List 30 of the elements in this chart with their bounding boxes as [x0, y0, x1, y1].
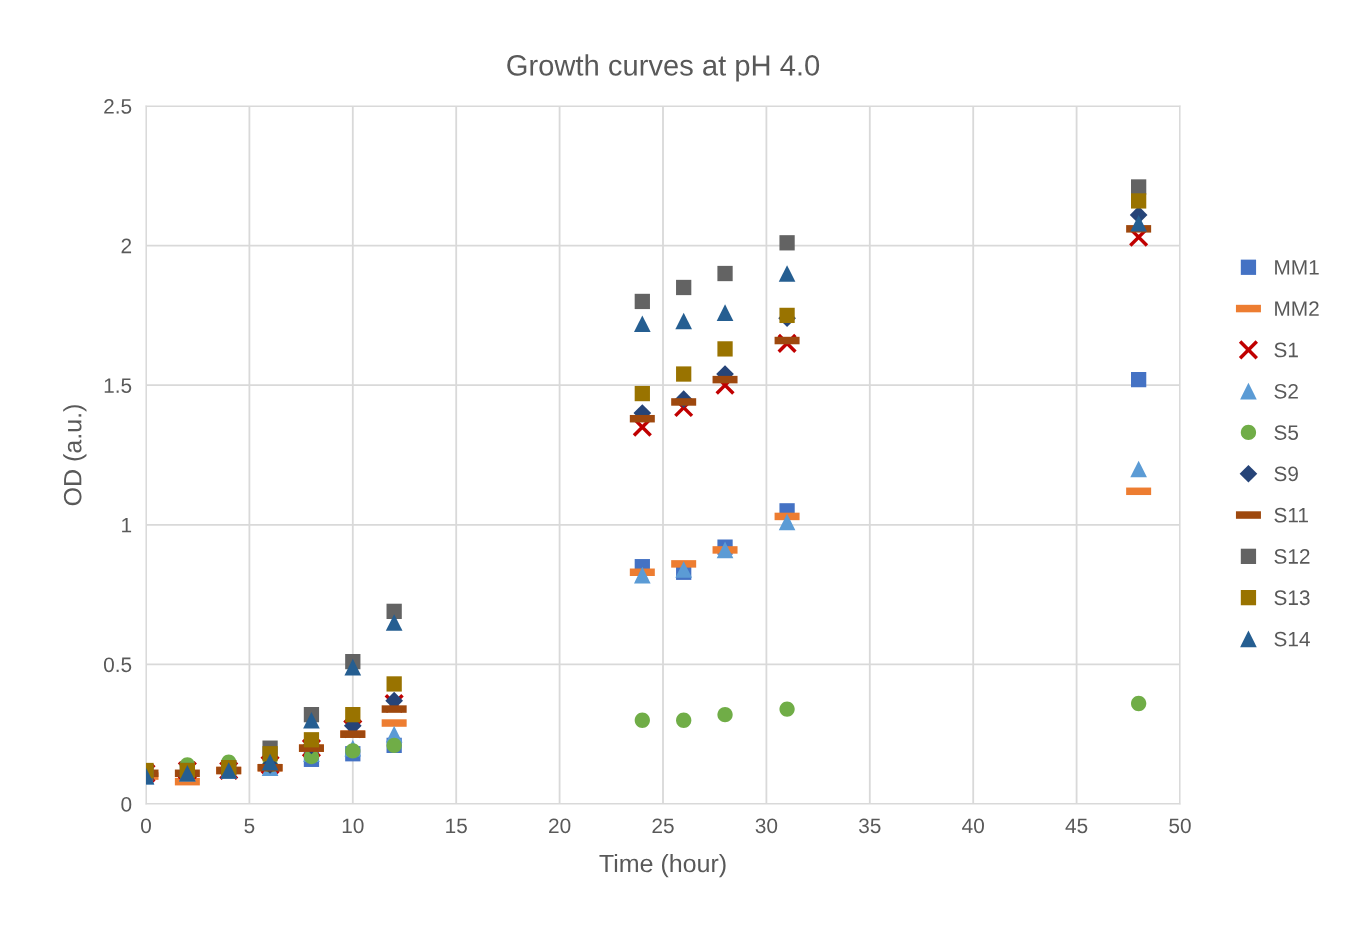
- x-tick-label: 30: [755, 818, 778, 834]
- x-tick-label: 25: [652, 818, 674, 834]
- legend-label: S2: [1274, 383, 1298, 399]
- legend-label: S1: [1274, 342, 1298, 358]
- y-tick-label: 1.5: [104, 378, 132, 393]
- x-axis-title: Time (hour): [599, 853, 726, 878]
- x-tick-label: 20: [549, 818, 571, 834]
- x-tick-label: 15: [446, 818, 467, 834]
- y-tick-label: 0.5: [103, 657, 132, 673]
- x-tick-label: 0: [141, 818, 151, 834]
- x-tick-label: 50: [1169, 818, 1191, 834]
- legend-label: MM2: [1275, 301, 1319, 316]
- legend-label: S12: [1274, 549, 1310, 564]
- y-axis-title: OD (a.u.): [63, 405, 87, 506]
- x-tick-label: 10: [342, 818, 364, 834]
- legend-label: S13: [1274, 590, 1310, 606]
- legend-label: S9: [1274, 466, 1298, 482]
- y-tick-label: 0: [121, 797, 132, 812]
- legend-label: S5: [1274, 425, 1299, 440]
- legend-label: MM1: [1275, 260, 1319, 275]
- y-tick-label: 2: [121, 238, 132, 254]
- x-tick-label: 45: [1065, 818, 1088, 834]
- x-tick-label: 5: [244, 818, 255, 834]
- y-tick-label: 1: [122, 518, 132, 533]
- legend-label: S14: [1274, 631, 1310, 647]
- x-tick-label: 35: [859, 818, 881, 834]
- x-tick-label: 40: [962, 818, 984, 834]
- chart-title: Growth curves at pH 4.0: [507, 54, 820, 82]
- legend-label: S11: [1274, 507, 1308, 523]
- y-tick-label: 2.5: [104, 99, 132, 114]
